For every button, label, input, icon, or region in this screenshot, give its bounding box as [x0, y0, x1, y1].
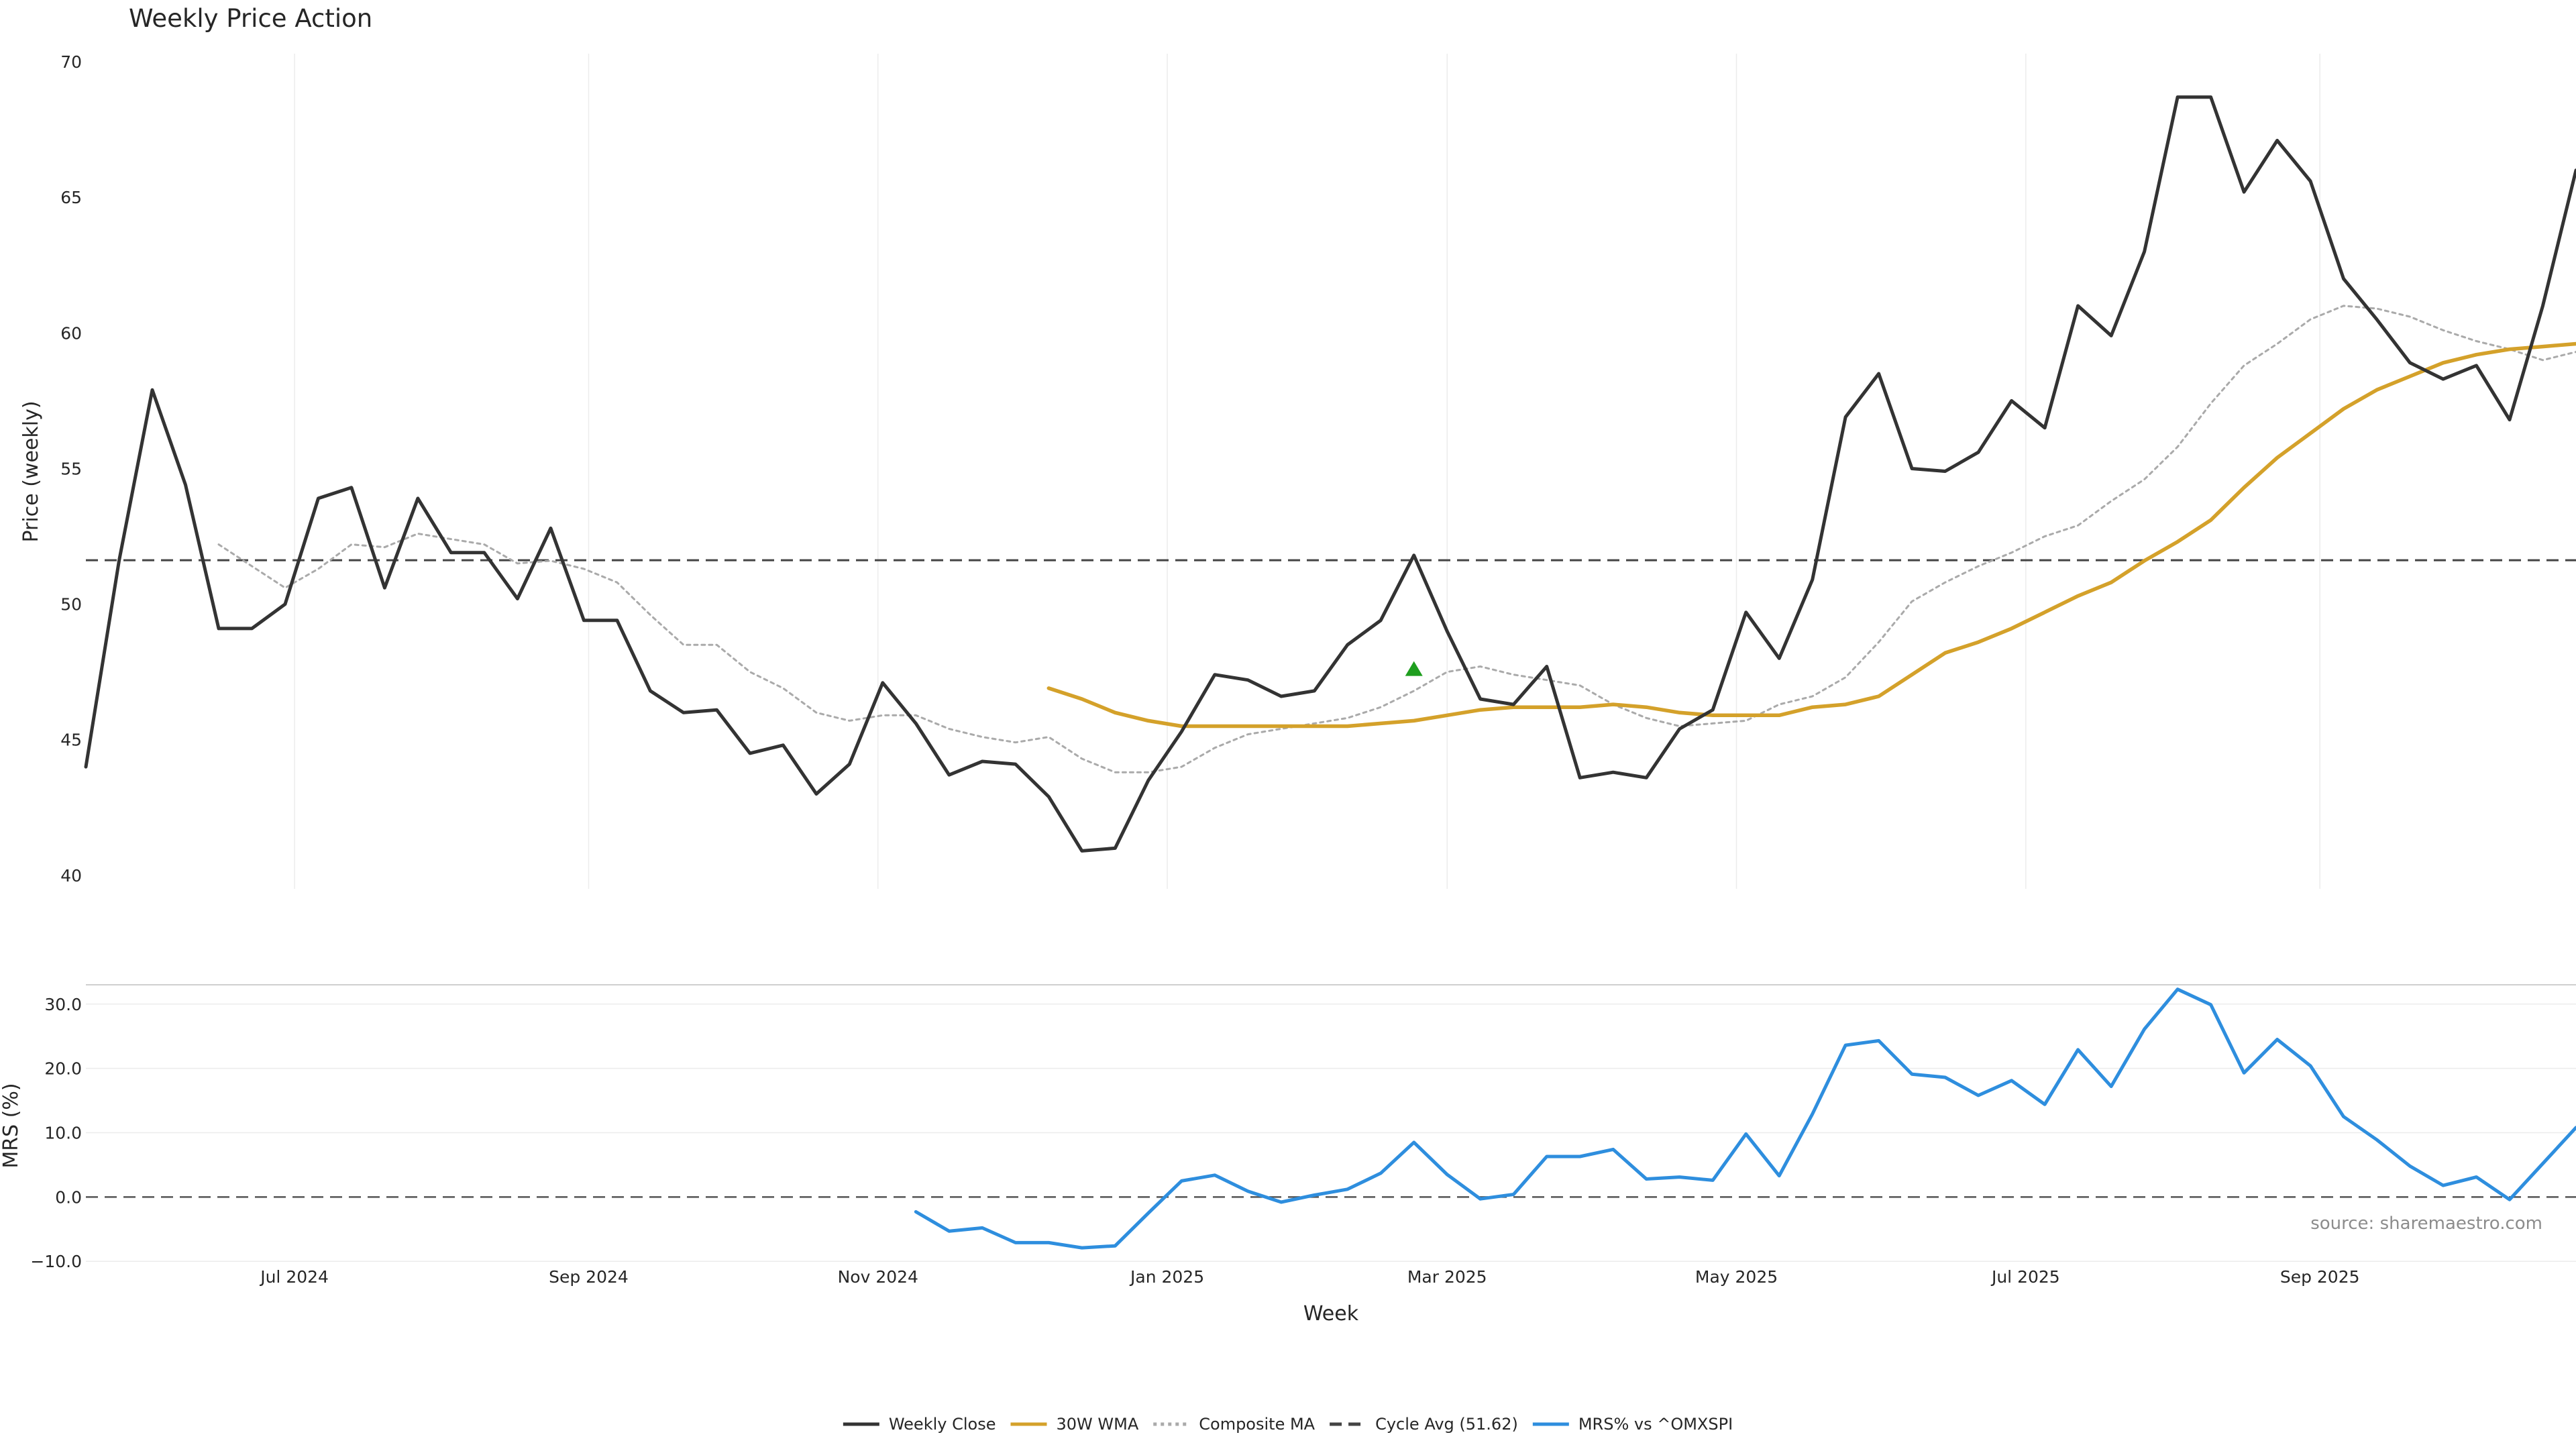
price-y-tick-label: 50 — [60, 595, 82, 614]
price-y-tick-label: 45 — [60, 731, 82, 750]
x-axis-label: Week — [1303, 1302, 1359, 1326]
wma-30w-line — [1046, 341, 2576, 729]
legend-label: MRS% vs ^OMXSPI — [1578, 1415, 1733, 1434]
source-text: source: sharemaestro.com — [2310, 1214, 2542, 1234]
x-tick-label: Nov 2024 — [838, 1267, 918, 1287]
weekly-close-line — [84, 95, 2576, 853]
x-tick-label: Jul 2025 — [1990, 1267, 2060, 1287]
x-tick-label: May 2025 — [1695, 1267, 1778, 1287]
mrs-y-tick-label: −10.0 — [30, 1252, 82, 1271]
mrs-y-tick-label: 0.0 — [55, 1187, 82, 1207]
mrs-line — [914, 987, 2576, 1250]
legend-label: Weekly Close — [889, 1415, 996, 1434]
signal-marker — [1405, 661, 1423, 676]
price-y-axis-label: Price (weekly) — [19, 400, 43, 542]
price-y-tick-label: 40 — [60, 866, 82, 885]
series-layer — [84, 95, 2576, 1250]
x-tick-label: Jul 2024 — [259, 1267, 329, 1287]
price-y-tick-label: 65 — [60, 188, 82, 207]
x-tick-label: Mar 2025 — [1407, 1267, 1487, 1287]
x-tick-label: Sep 2025 — [2280, 1267, 2360, 1287]
chart-title: Weekly Price Action — [129, 4, 372, 33]
x-tick-label: Sep 2024 — [549, 1267, 629, 1287]
mrs-y-tick-label: 20.0 — [44, 1059, 82, 1079]
mrs-y-tick-label: 30.0 — [44, 995, 82, 1014]
mrs-y-tick-label: 10.0 — [44, 1123, 82, 1142]
x-tick-label: Jan 2025 — [1129, 1267, 1204, 1287]
price-y-tick-label: 55 — [60, 459, 82, 478]
legend-label: Composite MA — [1199, 1415, 1315, 1434]
legend-label: 30W WMA — [1056, 1415, 1138, 1434]
grid-layer — [86, 54, 2576, 1262]
price-y-tick-label: 60 — [60, 323, 82, 343]
axis-ticks-layer: Jul 2024 Sep 2024 Nov 2024 Jan 2025 Mar 2025… — [30, 52, 2359, 1287]
mrs-y-axis-label: MRS (%) — [0, 1083, 23, 1168]
legend: Weekly Close 30W WMA Composite MA Cycle Avg… — [843, 1415, 1733, 1434]
composite-ma-line — [217, 305, 2576, 773]
legend-label: Cycle Avg (51.62) — [1375, 1415, 1518, 1434]
price-y-tick-label: 70 — [60, 52, 82, 72]
